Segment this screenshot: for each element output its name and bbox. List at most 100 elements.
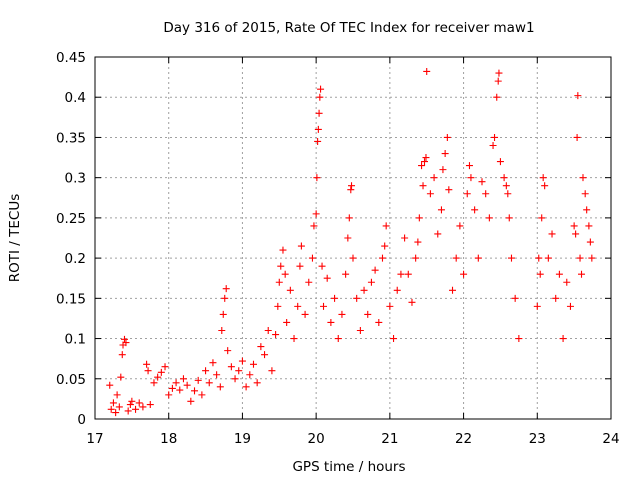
- data-point: [315, 109, 323, 117]
- data-point: [218, 327, 226, 335]
- data-point: [437, 206, 445, 214]
- data-point: [242, 383, 250, 391]
- data-point: [467, 174, 475, 182]
- data-point: [541, 182, 549, 190]
- data-point: [421, 158, 429, 166]
- data-point: [117, 373, 125, 381]
- data-point: [124, 407, 132, 415]
- data-point: [585, 222, 593, 230]
- data-point: [375, 318, 383, 326]
- data-point: [209, 359, 217, 367]
- data-point: [536, 270, 544, 278]
- data-point: [294, 302, 302, 310]
- data-point: [334, 335, 342, 343]
- data-point: [143, 360, 151, 368]
- data-point: [120, 335, 128, 343]
- data-point: [371, 266, 379, 274]
- data-point: [297, 242, 305, 250]
- data-point: [231, 375, 239, 383]
- data-point: [452, 254, 460, 262]
- data-point: [353, 294, 361, 302]
- data-point: [465, 162, 473, 170]
- data-point: [246, 371, 254, 379]
- data-point: [463, 190, 471, 198]
- data-point: [439, 166, 447, 174]
- y-tick-label: 0.45: [56, 50, 86, 66]
- data-point: [109, 399, 117, 407]
- data-point: [500, 174, 508, 182]
- data-point: [257, 343, 265, 351]
- data-point: [491, 133, 499, 141]
- x-tick-label: 24: [602, 431, 619, 447]
- data-point: [574, 92, 582, 100]
- data-point: [393, 286, 401, 294]
- data-point: [198, 391, 206, 399]
- data-point: [445, 186, 453, 194]
- y-tick-label: 0.4: [65, 90, 86, 106]
- data-point: [347, 186, 355, 194]
- data-point: [249, 360, 257, 368]
- data-point: [539, 174, 547, 182]
- data-point: [515, 335, 523, 343]
- data-point: [434, 230, 442, 238]
- x-tick-label: 23: [529, 431, 546, 447]
- data-point: [570, 222, 578, 230]
- y-tick-label: 0.35: [56, 130, 86, 146]
- data-point: [552, 294, 560, 302]
- data-point: [566, 302, 574, 310]
- data-point: [441, 150, 449, 158]
- y-tick-label: 0: [77, 412, 86, 428]
- data-point: [579, 174, 587, 182]
- data-point: [279, 246, 287, 254]
- data-point: [227, 363, 235, 371]
- data-point: [588, 254, 596, 262]
- data-point: [581, 190, 589, 198]
- data-point: [482, 190, 490, 198]
- data-point: [504, 190, 512, 198]
- y-axis-label: ROTI / TECUs: [7, 194, 23, 282]
- data-point: [364, 310, 372, 318]
- data-point: [305, 278, 313, 286]
- data-point: [290, 335, 298, 343]
- data-point: [345, 214, 353, 222]
- data-point: [176, 386, 184, 394]
- data-point: [538, 214, 546, 222]
- data-point: [478, 178, 486, 186]
- data-point: [310, 222, 318, 230]
- data-points: [106, 67, 596, 417]
- x-tick-label: 17: [86, 431, 103, 447]
- data-point: [422, 154, 430, 162]
- data-point: [316, 93, 324, 101]
- data-point: [320, 302, 328, 310]
- data-point: [493, 93, 501, 101]
- x-tick-label: 20: [308, 431, 325, 447]
- data-point: [213, 371, 221, 379]
- y-tick-label: 0.1: [65, 332, 86, 348]
- data-point: [559, 335, 567, 343]
- data-point: [216, 383, 224, 391]
- data-point: [314, 137, 322, 145]
- data-point: [471, 206, 479, 214]
- y-tick-label: 0.25: [56, 211, 86, 227]
- data-point: [449, 286, 457, 294]
- data-point: [317, 85, 325, 93]
- data-point: [412, 254, 420, 262]
- data-point: [573, 133, 581, 141]
- data-point: [274, 302, 282, 310]
- data-point: [277, 262, 285, 270]
- data-point: [154, 373, 162, 381]
- data-point: [107, 405, 115, 413]
- data-point: [238, 357, 246, 365]
- data-point: [456, 222, 464, 230]
- data-point: [168, 384, 176, 392]
- data-point: [460, 270, 468, 278]
- data-point: [312, 210, 320, 218]
- data-point: [489, 141, 497, 149]
- data-point: [132, 405, 140, 413]
- data-point: [323, 274, 331, 282]
- y-tick-label: 0.15: [56, 291, 86, 307]
- data-point: [222, 285, 230, 293]
- data-point: [128, 397, 136, 405]
- x-tick-label: 21: [381, 431, 398, 447]
